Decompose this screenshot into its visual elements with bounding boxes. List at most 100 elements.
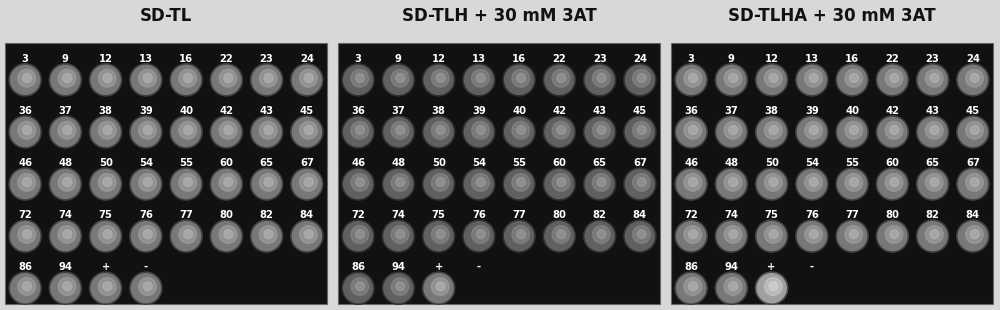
Ellipse shape — [382, 220, 414, 252]
Text: 54: 54 — [805, 158, 819, 168]
Ellipse shape — [210, 116, 242, 148]
Ellipse shape — [930, 126, 939, 135]
Ellipse shape — [503, 64, 535, 96]
Ellipse shape — [543, 168, 575, 200]
Ellipse shape — [689, 230, 698, 239]
Ellipse shape — [689, 178, 698, 187]
Ellipse shape — [23, 73, 32, 82]
Ellipse shape — [344, 222, 373, 250]
Ellipse shape — [715, 116, 747, 148]
Ellipse shape — [885, 226, 903, 243]
Ellipse shape — [58, 278, 76, 295]
Ellipse shape — [464, 222, 493, 250]
Ellipse shape — [291, 64, 323, 96]
Ellipse shape — [769, 73, 778, 82]
Ellipse shape — [585, 170, 614, 198]
Ellipse shape — [890, 126, 899, 135]
Ellipse shape — [344, 65, 373, 94]
Text: 67: 67 — [633, 158, 647, 168]
Ellipse shape — [396, 178, 405, 187]
Ellipse shape — [878, 65, 907, 94]
Ellipse shape — [476, 178, 485, 187]
Ellipse shape — [966, 174, 983, 191]
Ellipse shape — [729, 230, 738, 239]
Ellipse shape — [517, 73, 526, 82]
Ellipse shape — [545, 170, 574, 198]
Ellipse shape — [252, 65, 281, 94]
Text: 80: 80 — [885, 210, 899, 220]
Ellipse shape — [517, 178, 526, 187]
Ellipse shape — [677, 170, 706, 198]
Ellipse shape — [51, 65, 80, 94]
Ellipse shape — [63, 178, 72, 187]
Text: 54: 54 — [139, 158, 153, 168]
Text: 82: 82 — [260, 210, 274, 220]
Text: 84: 84 — [633, 210, 647, 220]
Ellipse shape — [342, 272, 374, 304]
Text: 74: 74 — [391, 210, 405, 220]
Ellipse shape — [684, 122, 702, 139]
Text: 40: 40 — [512, 106, 526, 116]
Ellipse shape — [139, 278, 156, 295]
Ellipse shape — [689, 282, 698, 291]
Text: 74: 74 — [58, 210, 72, 220]
Ellipse shape — [805, 122, 822, 139]
Ellipse shape — [729, 178, 738, 187]
Ellipse shape — [878, 222, 907, 250]
Text: 72: 72 — [684, 210, 698, 220]
Text: 38: 38 — [765, 106, 779, 116]
Text: 9: 9 — [62, 54, 69, 64]
Text: 82: 82 — [593, 210, 607, 220]
Ellipse shape — [344, 274, 373, 303]
Ellipse shape — [958, 117, 987, 146]
Ellipse shape — [930, 230, 939, 239]
Ellipse shape — [172, 170, 201, 198]
Ellipse shape — [264, 230, 273, 239]
Ellipse shape — [625, 65, 654, 94]
Ellipse shape — [637, 126, 646, 135]
Ellipse shape — [63, 282, 72, 291]
Ellipse shape — [424, 274, 453, 303]
Ellipse shape — [396, 73, 405, 82]
Ellipse shape — [925, 122, 943, 139]
Ellipse shape — [382, 116, 414, 148]
Ellipse shape — [130, 116, 162, 148]
Ellipse shape — [344, 170, 373, 198]
Ellipse shape — [91, 170, 120, 198]
Text: 9: 9 — [728, 54, 735, 64]
Text: 55: 55 — [179, 158, 193, 168]
Text: 22: 22 — [553, 54, 566, 64]
Text: 55: 55 — [512, 158, 526, 168]
Text: 94: 94 — [391, 262, 405, 272]
Ellipse shape — [625, 117, 654, 146]
Ellipse shape — [170, 168, 202, 200]
Ellipse shape — [103, 126, 112, 135]
Ellipse shape — [633, 69, 650, 87]
Ellipse shape — [625, 170, 654, 198]
Ellipse shape — [431, 226, 449, 243]
Ellipse shape — [9, 168, 41, 200]
Ellipse shape — [592, 226, 610, 243]
Ellipse shape — [300, 122, 317, 139]
Text: 37: 37 — [58, 106, 72, 116]
Ellipse shape — [9, 272, 41, 304]
Text: 84: 84 — [966, 210, 980, 220]
Text: SD-TLH + 30 mM 3AT: SD-TLH + 30 mM 3AT — [402, 7, 596, 25]
Ellipse shape — [585, 65, 614, 94]
Ellipse shape — [677, 117, 706, 146]
Text: 60: 60 — [552, 158, 566, 168]
Ellipse shape — [805, 174, 822, 191]
Ellipse shape — [139, 122, 156, 139]
Ellipse shape — [503, 168, 535, 200]
Ellipse shape — [505, 117, 534, 146]
Ellipse shape — [724, 122, 742, 139]
Text: 36: 36 — [18, 106, 32, 116]
Ellipse shape — [557, 230, 566, 239]
Ellipse shape — [251, 220, 283, 252]
Ellipse shape — [179, 122, 197, 139]
Ellipse shape — [545, 65, 574, 94]
Ellipse shape — [49, 168, 81, 200]
Ellipse shape — [876, 168, 908, 200]
Text: 76: 76 — [139, 210, 153, 220]
Text: 50: 50 — [765, 158, 779, 168]
